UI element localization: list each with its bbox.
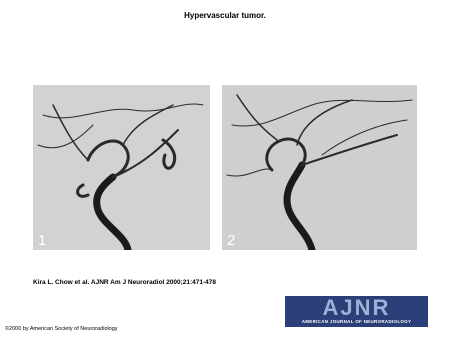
citation: Kira L. Chow et al. AJNR Am J Neuroradio… — [33, 279, 217, 286]
angiogram-drawing — [33, 85, 210, 250]
journal-logo: AJNR AMERICAN JOURNAL OF NEURORADIOLOGY — [285, 296, 428, 327]
figure-number: 2 — [227, 232, 236, 249]
logo-subtitle: AMERICAN JOURNAL OF NEURORADIOLOGY — [301, 319, 412, 324]
logo-title: AJNR — [322, 295, 391, 320]
copyright: ©2000 by American Society of Neuroradiol… — [5, 326, 118, 332]
angiogram-image: 2 — [222, 85, 417, 250]
angiogram-image: 1 — [33, 85, 210, 250]
figure-number: 1 — [38, 232, 47, 249]
angiogram-drawing — [222, 85, 417, 250]
slide-title: Hypervascular tumor. — [184, 11, 266, 20]
